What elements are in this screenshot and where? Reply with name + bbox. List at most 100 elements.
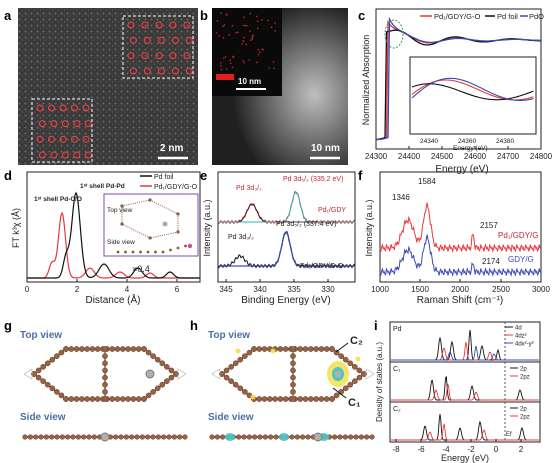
h-mol-atom-20 xyxy=(313,346,319,352)
h-mol-atom-13 xyxy=(277,346,284,352)
g-mol-atom-1 xyxy=(35,367,42,374)
atom-marker-27 xyxy=(61,120,69,128)
c-ticklabel-1: 24400 xyxy=(398,152,421,161)
atom-markers xyxy=(36,21,193,159)
g-mol-atom-68 xyxy=(102,374,108,381)
atom-marker-5 xyxy=(129,36,137,44)
g-mol-atom-6 xyxy=(58,349,65,356)
d-ticklabel-1: 2 xyxy=(75,285,80,294)
g-mol-atom-27 xyxy=(154,356,161,363)
h-side-atom-24 xyxy=(337,434,343,440)
c-ticklabel-2: 24500 xyxy=(431,152,454,161)
d-mol-pd xyxy=(162,221,168,227)
inset-tick-1: 24340 xyxy=(420,138,438,145)
inset-axes-c xyxy=(409,56,537,135)
g-mol-atom-58 xyxy=(54,389,60,395)
g-mol-atom-36 xyxy=(154,385,161,392)
eds-dot-29 xyxy=(257,48,260,51)
g-side-pd xyxy=(100,432,110,442)
h-charge-dot-0 xyxy=(235,348,241,354)
atom-marker-3 xyxy=(169,21,177,29)
legend-c: Pd₁/GDY/G-O Pd foil PdO xyxy=(420,12,544,21)
g-mol-atom-50 xyxy=(89,396,96,402)
ylabel-i: Density of states (a.u.) xyxy=(375,342,384,422)
atom-marker-4 xyxy=(183,21,191,29)
scale-label-a: 2 nm xyxy=(160,143,183,154)
xlabel-f: Raman Shift (cm⁻¹) xyxy=(417,295,503,306)
panel-h: Top view Side view C₂ C₁ h xyxy=(190,318,375,442)
g-mol-atom-24 xyxy=(141,346,147,352)
g-mol-atom-18 xyxy=(114,346,121,352)
g-side-atom-25 xyxy=(155,434,161,440)
atom-marker-17 xyxy=(157,67,165,75)
eds-dot-20 xyxy=(237,31,239,34)
g-side-atom-29 xyxy=(177,434,183,440)
inset-box-bottom xyxy=(31,98,93,163)
i-c2-label: C₂ xyxy=(393,406,401,413)
g-mol-atom-52 xyxy=(79,396,85,402)
h-mol-atom-64 xyxy=(290,346,296,352)
e-ticklabel-3: 330 xyxy=(321,285,335,294)
panel-i: -8 -6 -4 -2 0 2 Energy (eV) Density of states… xyxy=(374,318,541,463)
h-side-atom-5 xyxy=(236,434,242,440)
d-side-atom-1 xyxy=(124,250,127,254)
panel-a: 2 nm a xyxy=(4,8,198,165)
eds-dot-39 xyxy=(261,48,264,50)
eds-dot-13 xyxy=(274,22,277,24)
g-mol-atom-17 xyxy=(109,346,116,352)
g-side-atom-30 xyxy=(182,434,188,440)
raman-curves xyxy=(379,202,541,278)
h-mol-atom-65 xyxy=(290,353,296,359)
eds-dot-44 xyxy=(231,66,234,69)
g-side-atom-8 xyxy=(65,434,71,440)
ylabel-d: FT k³χ (Å) xyxy=(11,208,21,248)
g-mol-atom-61 xyxy=(40,378,46,384)
ylabel-f: Intensity (a.u.) xyxy=(364,199,374,256)
eds-legend-swatch xyxy=(216,74,234,80)
h-mol-atom-53 xyxy=(261,396,268,402)
h-mol-atom-44 xyxy=(308,396,314,402)
eds-dot-11 xyxy=(273,67,276,70)
h-mol-atom-69 xyxy=(290,381,296,388)
h-side-atom-15 xyxy=(289,434,295,440)
atom-marker-21 xyxy=(48,104,55,112)
h-side-atom-23 xyxy=(332,434,338,440)
h-mol-atom-54 xyxy=(256,396,263,402)
legend-i-c1-1: 2p xyxy=(520,367,527,373)
eds-dot-14 xyxy=(241,43,243,45)
eds-dot-57 xyxy=(220,12,222,15)
atom-marker-20 xyxy=(36,104,44,112)
h-mol-atom-32 xyxy=(361,371,367,377)
g-mol-atom-71 xyxy=(102,396,108,402)
eds-dot-45 xyxy=(215,32,218,34)
scale-label-b: 10 nm xyxy=(311,143,340,154)
eds-dot-24 xyxy=(252,34,255,37)
g-mol-atom-25 xyxy=(145,349,152,356)
legend-d-1: Pd foil xyxy=(154,174,174,181)
atom-marker-6 xyxy=(143,36,151,44)
g-mol-atom-11 xyxy=(79,346,85,352)
f-sample-bot: GDY/G xyxy=(508,255,534,264)
eds-dot-17 xyxy=(242,24,245,27)
g-side-atom-22 xyxy=(139,434,145,440)
eds-dot-16 xyxy=(225,68,228,70)
h-mol-atom-35 xyxy=(347,381,354,388)
c-ticklabel-0: 24300 xyxy=(365,152,388,161)
d-side-atom-9 xyxy=(184,244,187,248)
d-mol-bond-3 xyxy=(121,223,151,239)
d-side-atom-7 xyxy=(169,248,172,252)
g-mol-atom-20 xyxy=(125,346,131,352)
atom-marker-25 xyxy=(38,120,46,128)
g-pd-atom xyxy=(145,369,155,379)
h-side-atom-2 xyxy=(220,434,226,440)
d-side-atom-4 xyxy=(146,250,150,254)
eds-dot-36 xyxy=(231,55,234,58)
atom-marker-22 xyxy=(59,104,67,112)
atom-marker-30 xyxy=(36,135,44,143)
h-side-atom-30 xyxy=(369,434,375,440)
panel-letter-d: d xyxy=(4,168,12,183)
h-mol-atom-40 xyxy=(329,396,335,402)
eds-dot-0 xyxy=(245,43,248,46)
g-side-atom-17 xyxy=(113,434,119,440)
h-side-atom-12 xyxy=(273,434,279,440)
